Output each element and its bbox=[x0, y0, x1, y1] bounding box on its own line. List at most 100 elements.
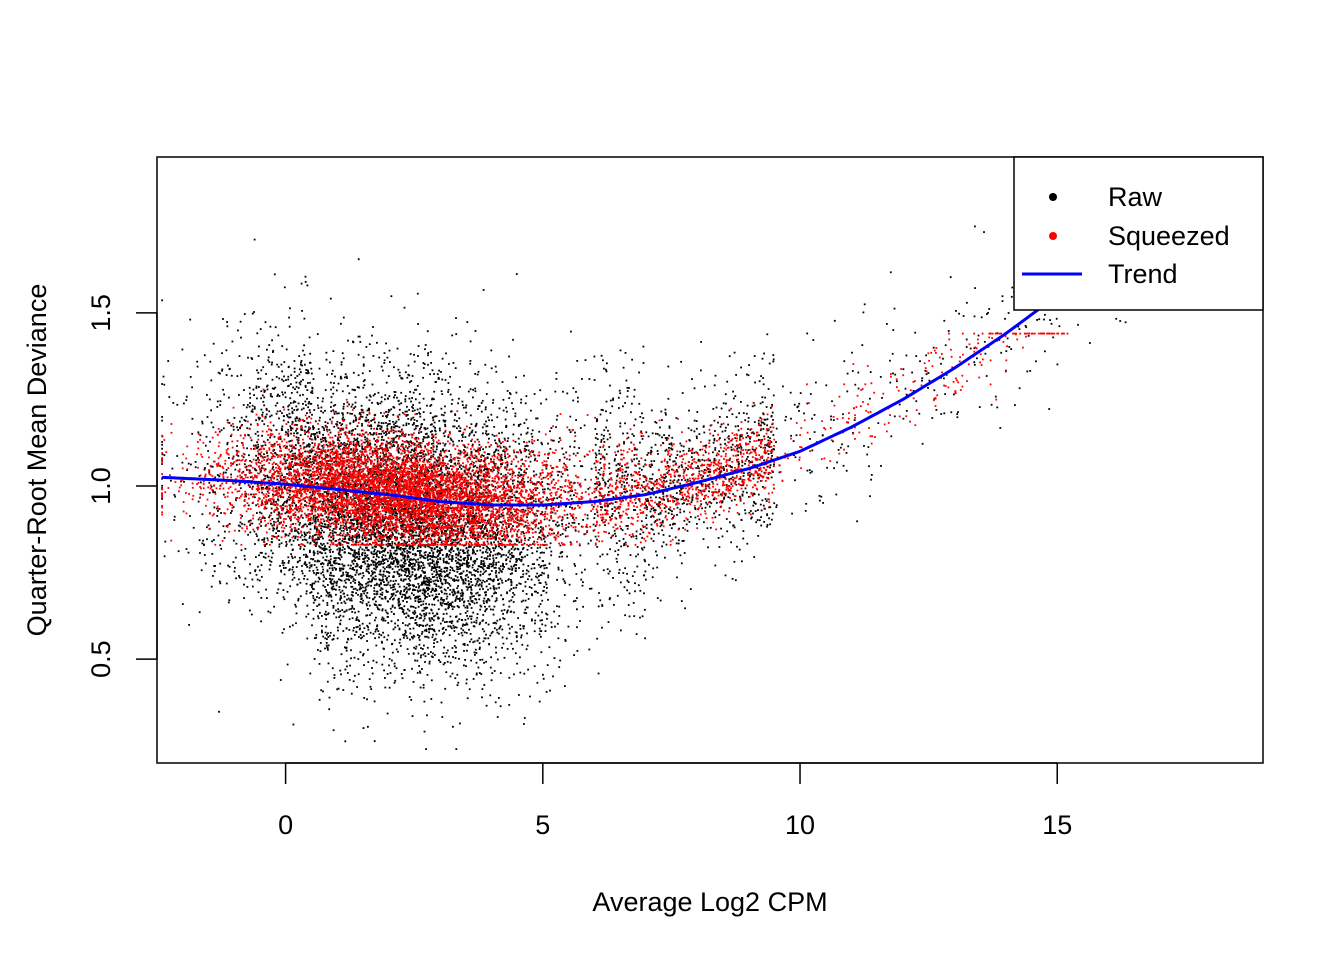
raw-point bbox=[328, 567, 331, 570]
raw-point bbox=[440, 371, 442, 373]
raw-point bbox=[624, 567, 626, 570]
raw-point bbox=[271, 552, 274, 555]
raw-point bbox=[290, 432, 292, 435]
raw-point bbox=[378, 583, 381, 586]
raw-point bbox=[546, 664, 549, 666]
raw-point bbox=[502, 564, 504, 567]
raw-point bbox=[395, 591, 398, 593]
raw-point bbox=[264, 477, 266, 480]
raw-point bbox=[406, 497, 409, 500]
raw-point bbox=[235, 464, 238, 466]
raw-point bbox=[630, 535, 633, 538]
raw-point bbox=[461, 507, 463, 510]
raw-point bbox=[288, 316, 290, 319]
raw-point bbox=[313, 572, 315, 574]
raw-point bbox=[502, 565, 504, 568]
raw-point bbox=[507, 623, 510, 626]
raw-point bbox=[671, 468, 673, 471]
raw-point bbox=[454, 560, 457, 562]
raw-point bbox=[427, 636, 430, 639]
raw-point bbox=[263, 538, 265, 541]
raw-point bbox=[330, 410, 333, 413]
raw-point bbox=[521, 556, 524, 559]
raw-point bbox=[361, 409, 364, 411]
raw-point bbox=[737, 450, 740, 453]
raw-point bbox=[599, 473, 602, 476]
raw-point bbox=[244, 577, 247, 580]
raw-point bbox=[408, 623, 411, 625]
raw-point bbox=[304, 384, 307, 387]
raw-point bbox=[335, 593, 337, 596]
raw-point bbox=[419, 624, 422, 626]
raw-point bbox=[753, 404, 756, 407]
raw-point bbox=[311, 490, 314, 493]
raw-point bbox=[490, 551, 492, 553]
raw-point bbox=[634, 464, 637, 467]
raw-point bbox=[291, 412, 294, 415]
raw-point bbox=[301, 572, 304, 575]
raw-point bbox=[499, 626, 501, 629]
raw-point bbox=[355, 537, 358, 540]
raw-point bbox=[424, 546, 427, 548]
raw-point bbox=[422, 367, 425, 369]
raw-point bbox=[476, 577, 479, 580]
raw-point bbox=[308, 569, 311, 572]
raw-point bbox=[367, 578, 370, 580]
raw-point bbox=[380, 396, 383, 399]
raw-point bbox=[453, 580, 456, 582]
raw-point bbox=[735, 483, 738, 486]
raw-point bbox=[326, 422, 329, 425]
raw-point bbox=[454, 524, 457, 527]
raw-point bbox=[355, 618, 358, 620]
raw-point bbox=[312, 595, 315, 597]
raw-point bbox=[254, 432, 257, 435]
raw-point bbox=[386, 712, 389, 715]
raw-point bbox=[470, 578, 472, 580]
raw-point bbox=[427, 545, 430, 548]
raw-point bbox=[613, 506, 616, 509]
raw-point bbox=[287, 515, 290, 518]
raw-point bbox=[579, 620, 581, 622]
raw-point bbox=[471, 552, 474, 555]
raw-point bbox=[348, 618, 351, 621]
raw-point bbox=[501, 515, 504, 517]
raw-point bbox=[472, 611, 475, 614]
raw-point bbox=[438, 464, 440, 467]
raw-point bbox=[380, 425, 383, 428]
raw-point bbox=[434, 427, 436, 429]
raw-point bbox=[564, 582, 567, 584]
raw-point bbox=[758, 468, 761, 470]
raw-point bbox=[399, 512, 402, 514]
raw-point bbox=[742, 490, 745, 493]
raw-point bbox=[255, 385, 258, 388]
raw-point bbox=[526, 431, 529, 434]
raw-point bbox=[679, 508, 682, 511]
raw-point bbox=[311, 392, 314, 394]
raw-point bbox=[485, 524, 487, 527]
raw-point bbox=[394, 514, 396, 517]
raw-point bbox=[313, 409, 316, 411]
raw-point bbox=[523, 481, 526, 483]
raw-point bbox=[725, 484, 728, 486]
raw-point bbox=[386, 600, 389, 603]
raw-point bbox=[471, 564, 474, 566]
raw-point bbox=[501, 459, 504, 461]
raw-point bbox=[679, 482, 681, 485]
raw-point bbox=[288, 540, 291, 543]
raw-point bbox=[386, 536, 388, 539]
raw-point bbox=[1007, 312, 1010, 314]
raw-point bbox=[265, 373, 267, 375]
raw-point bbox=[868, 465, 870, 468]
raw-point bbox=[596, 418, 598, 420]
raw-point bbox=[294, 535, 297, 538]
raw-point bbox=[428, 612, 431, 615]
raw-point bbox=[212, 575, 214, 577]
raw-point bbox=[347, 452, 350, 455]
raw-point bbox=[420, 469, 423, 472]
raw-point bbox=[399, 593, 402, 596]
raw-point bbox=[272, 351, 274, 353]
raw-point bbox=[255, 504, 257, 507]
raw-point bbox=[338, 567, 341, 570]
raw-point bbox=[313, 502, 316, 505]
raw-point bbox=[339, 453, 341, 456]
